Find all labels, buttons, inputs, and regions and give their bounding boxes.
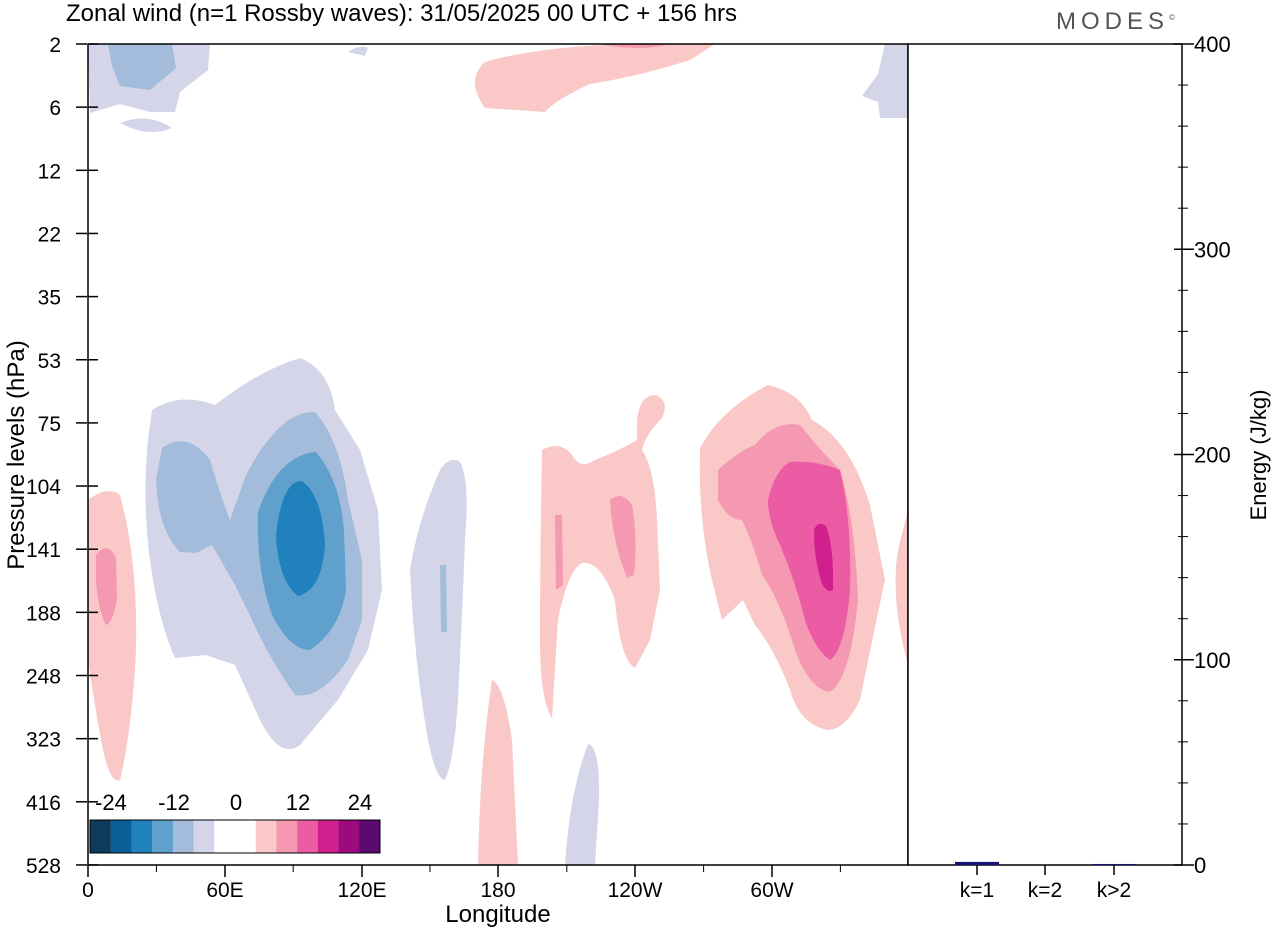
- longitude-tick-label: 60E: [206, 879, 243, 902]
- pressure-tick-label: 22: [38, 223, 61, 246]
- wavenumber-axis: k=1 k=2 k>2: [960, 865, 1131, 902]
- brand-text: MODES: [1056, 8, 1170, 35]
- negative-wind-contour: [348, 46, 368, 56]
- colorbar-swatch: [214, 820, 236, 853]
- brand-logo: MODES©: [1056, 8, 1175, 35]
- negative-wind-contour: [120, 118, 172, 132]
- colorbar-swatch: [193, 820, 215, 853]
- wavenumber-tick-label: k=1: [960, 879, 994, 902]
- colorbar-swatch: [172, 820, 194, 853]
- wavenumber-tick-label: k=2: [1028, 879, 1062, 902]
- x-axis-label: Longitude: [445, 901, 550, 928]
- colorbar-swatch: [90, 820, 111, 853]
- energy-tick-label: 100: [1194, 648, 1231, 673]
- positive-wind-contour: [814, 523, 834, 592]
- pressure-tick-label: 323: [26, 729, 61, 752]
- energy-tick-label: 200: [1194, 443, 1231, 468]
- positive-wind-contour: [610, 496, 636, 578]
- energy-bar: [1092, 863, 1136, 865]
- colorbar-swatch: [131, 820, 153, 853]
- negative-wind-contour: [862, 44, 908, 118]
- longitude-tick-label: 0: [82, 879, 94, 902]
- longitude-tick-label: 180: [480, 879, 515, 902]
- positive-wind-contour: [478, 680, 518, 865]
- positive-wind-contour: [600, 44, 670, 48]
- energy-bar: [955, 861, 999, 865]
- negative-wind-contour: [440, 565, 447, 632]
- positive-wind-contour: [768, 461, 851, 660]
- pressure-tick-label: 75: [38, 413, 61, 436]
- hovmoller-plot: [88, 44, 908, 865]
- energy-panel-frame: [907, 43, 1183, 866]
- pressure-tick-label: 528: [26, 855, 61, 878]
- pressure-tick-label: 12: [38, 160, 61, 183]
- wavenumber-tick-label: k>2: [1097, 879, 1131, 902]
- pressure-tick-label: 53: [38, 350, 61, 373]
- energy-tick-label: 0: [1194, 853, 1206, 878]
- colorbar-swatch: [110, 820, 132, 853]
- pressure-tick-label: 141: [26, 539, 61, 562]
- positive-wind-contour: [540, 395, 665, 718]
- positive-wind-contour: [895, 510, 908, 665]
- energy-tick-label: 400: [1194, 32, 1231, 57]
- colorbar-swatch: [255, 820, 277, 853]
- energy-axis: 0 100 200 300 400: [1174, 32, 1231, 878]
- pressure-tick-label: 188: [26, 602, 61, 625]
- colorbar-label: 0: [230, 790, 242, 815]
- longitude-tick-label: 120W: [608, 879, 663, 902]
- energy-bars: [955, 861, 1136, 865]
- pressure-tick-label: 6: [49, 97, 61, 120]
- positive-wind-contour: [96, 548, 117, 625]
- longitude-axis: 0 60E 120E 180 120W 60W: [82, 865, 841, 902]
- pressure-tick-label: 416: [26, 792, 61, 815]
- colorbar-label: -24: [95, 790, 127, 815]
- colorbar-label: -12: [158, 790, 190, 815]
- energy-axis-label: Energy (J/kg): [1246, 390, 1271, 521]
- pressure-tick-label: 104: [26, 476, 61, 499]
- colorbar-legend: -24 -12 0 12 24: [89, 790, 381, 854]
- positive-wind-contour: [475, 44, 715, 112]
- colorbar-swatch: [359, 820, 381, 853]
- negative-wind-contour: [276, 480, 325, 596]
- colorbar-swatch: [338, 820, 360, 853]
- colorbar-swatch: [317, 820, 339, 853]
- longitude-tick-label: 120E: [337, 879, 386, 902]
- pressure-tick-label: 248: [26, 666, 61, 689]
- colorbar-swatch: [235, 820, 256, 853]
- energy-tick-label: 300: [1194, 237, 1231, 262]
- colorbar-swatch: [152, 820, 174, 853]
- positive-wind-contour: [555, 515, 563, 590]
- pressure-tick-label: 2: [49, 34, 61, 57]
- longitude-tick-label: 60W: [750, 879, 793, 902]
- pressure-tick-label: 35: [38, 287, 61, 310]
- negative-wind-contour: [410, 459, 467, 780]
- colorbar-label: 12: [286, 790, 310, 815]
- colorbar-swatch: [276, 820, 298, 853]
- y-axis-label: Pressure levels (hPa): [3, 340, 30, 569]
- colorbar-swatch: [297, 820, 319, 853]
- colorbar-label: 24: [348, 790, 372, 815]
- chart-title: Zonal wind (n=1 Rossby waves): 31/05/202…: [66, 0, 738, 27]
- negative-wind-contour: [108, 44, 176, 90]
- pressure-axis: 2 6 12 22 35 53 75 104 141 188 248 323 416 528: [26, 34, 98, 878]
- negative-wind-contour: [565, 744, 600, 865]
